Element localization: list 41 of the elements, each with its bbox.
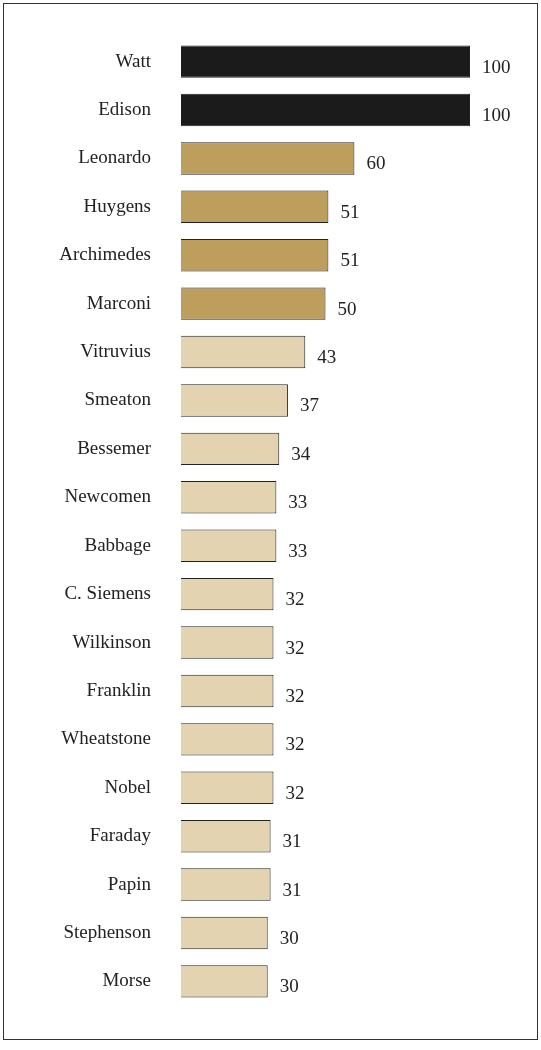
y-tick-label: Faraday [89, 824, 152, 846]
data-label: 100 [482, 55, 511, 77]
y-tick-label: Watt [115, 49, 152, 71]
y-tick-label: Morse [102, 969, 151, 991]
y-tick-label: Huygens [83, 194, 151, 216]
data-label: 60 [366, 152, 386, 174]
data-label: 32 [285, 588, 305, 610]
data-label: 51 [340, 249, 360, 271]
y-tick-label: Bessemer [77, 436, 152, 458]
y-tick-label: Newcomen [64, 485, 152, 507]
data-label: 33 [288, 491, 308, 513]
data-label: 30 [279, 975, 299, 997]
y-tick-label: Papin [107, 872, 152, 894]
y-tick-label: C. Siemens [64, 582, 151, 604]
y-tick-label: Wheatstone [61, 727, 151, 749]
data-label: 31 [282, 878, 302, 900]
data-label: 43 [317, 346, 337, 368]
data-label: 32 [285, 636, 305, 658]
data-label: 32 [285, 684, 305, 706]
data-label: 37 [299, 394, 319, 416]
y-tick-label: Stephenson [63, 920, 152, 942]
y-tick-label: Nobel [104, 775, 151, 797]
y-tick-label: Leonardo [78, 146, 151, 168]
data-label: 32 [285, 733, 305, 755]
y-tick-label: Edison [98, 98, 152, 119]
data-label: 32 [285, 781, 305, 803]
y-tick-label: Marconi [86, 291, 151, 313]
y-tick-label: Franklin [86, 678, 152, 700]
data-label: 51 [340, 200, 360, 222]
data-label: 100 [482, 104, 511, 125]
y-tick-label: Archimedes [59, 243, 151, 265]
data-label: 33 [288, 539, 308, 561]
y-tick-label: Vitruvius [80, 340, 151, 362]
data-label: 30 [279, 926, 299, 948]
y-tick-label: Smeaton [84, 388, 152, 410]
frame: Watt Edison Leonardo Huygens Archimedes Marconi Vitruvius Smeaton Bessemer Newcomen Babbage C. Siemens Wilkinson Franklin Wheatstone Nobel Faraday Papin Stephenson Morse 100 100 60 51 51 50 43 37 34 33 33 32 32 32 32 32 31 31 30 30 [3, 3, 538, 1040]
data-label: 34 [291, 442, 311, 464]
data-label: 50 [337, 297, 357, 319]
y-tick-label: Babbage [84, 533, 151, 555]
data-label: 31 [282, 830, 302, 852]
y-tick-label: Wilkinson [72, 630, 152, 652]
